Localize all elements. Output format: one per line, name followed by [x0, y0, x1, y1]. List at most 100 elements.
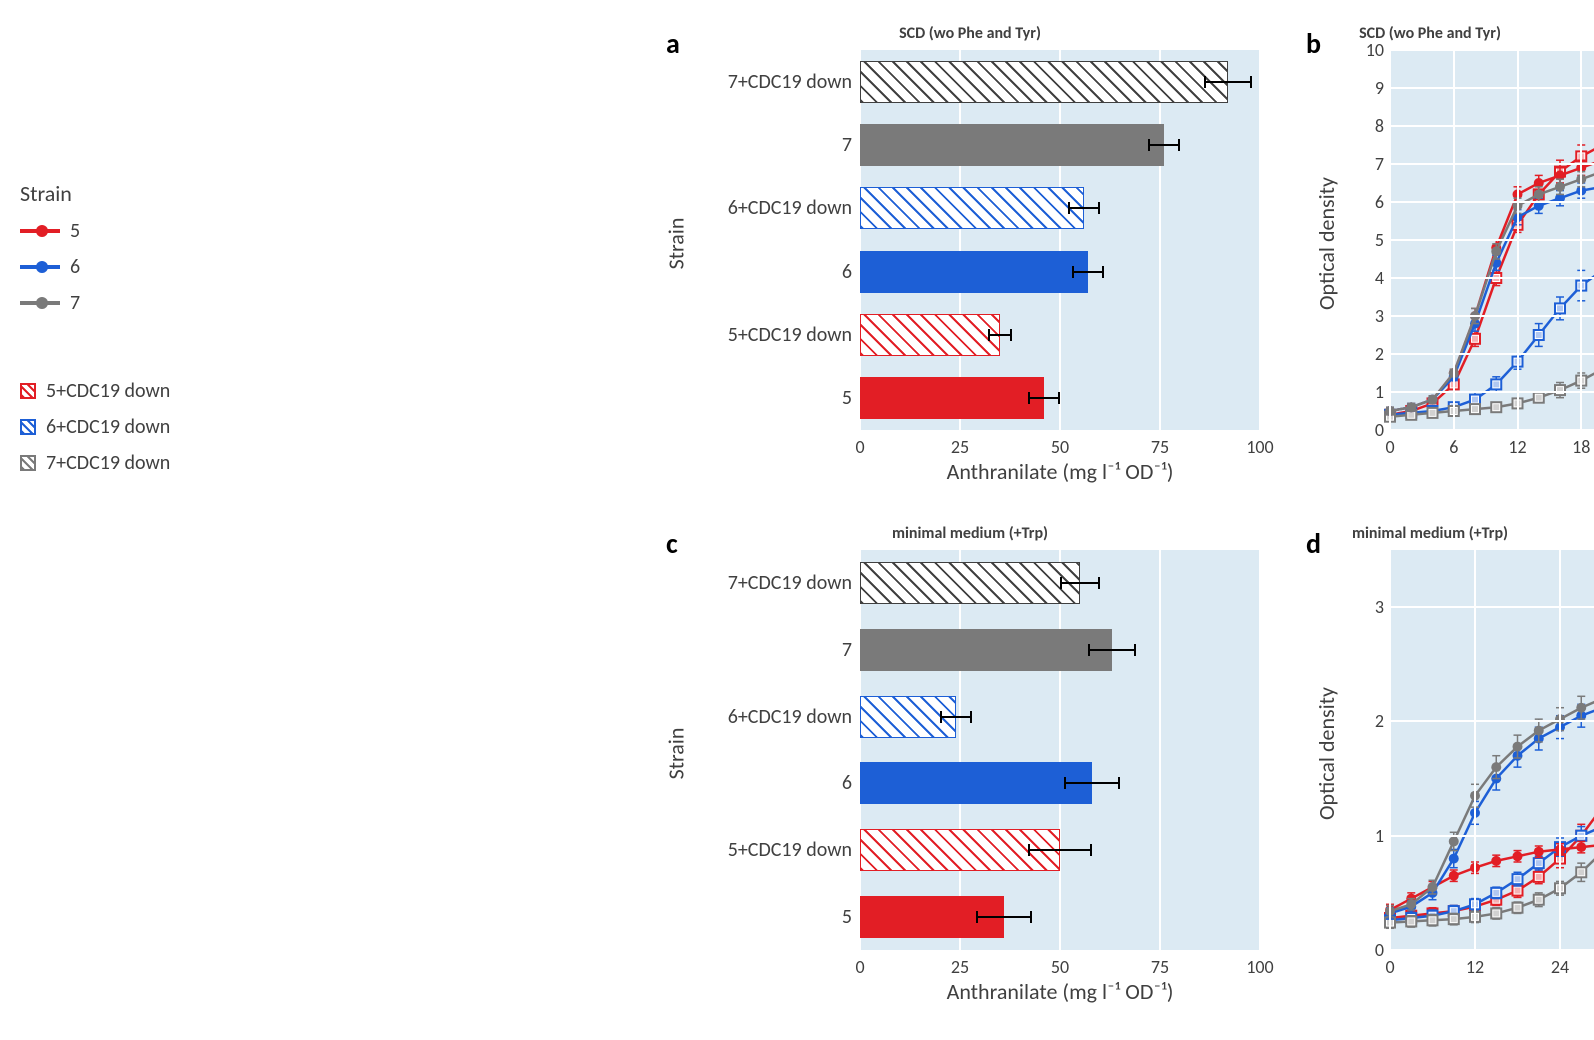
marker-circle: [1428, 395, 1438, 405]
bar: [860, 629, 1112, 671]
legend-item: 7: [20, 291, 640, 315]
y-tick-label: 2: [1356, 710, 1384, 732]
legend-title: Strain: [20, 180, 640, 207]
panel-a: a SCD (wo Phe and Tyr) Strain Anthranila…: [660, 20, 1280, 500]
y-tick-label: 3: [1356, 305, 1384, 327]
error-bar: [976, 916, 1032, 918]
panel-title: minimal medium (+Trp): [660, 524, 1280, 543]
marker-circle: [1449, 871, 1459, 881]
legend-label: 7: [70, 291, 80, 315]
y-tick-label: 8: [1356, 115, 1384, 137]
legend-label: 6: [70, 255, 80, 279]
x-tick-label: 100: [1246, 956, 1273, 978]
legend-item: 6: [20, 255, 640, 279]
y-tick-label: 3: [1356, 596, 1384, 618]
ylabel: Optical density: [1313, 687, 1340, 820]
x-tick-label: 100: [1246, 436, 1273, 458]
legend-label: 6+CDC19 down: [46, 415, 170, 439]
marker-circle: [1555, 182, 1565, 192]
error-bar: [1204, 81, 1252, 83]
marker-circle: [1513, 851, 1523, 861]
bar: [860, 562, 1080, 604]
x-tick-label: 12: [1508, 436, 1526, 458]
category-label: 5: [672, 386, 852, 410]
x-tick-label: 75: [1151, 956, 1169, 978]
series-line: [1390, 567, 1594, 918]
y-tick-label: 7: [1356, 153, 1384, 175]
x-tick-label: 24: [1551, 956, 1569, 978]
marker-circle: [1491, 762, 1501, 772]
marker-circle: [1491, 856, 1501, 866]
category-label: 5: [672, 905, 852, 929]
y-tick-label: 0: [1356, 939, 1384, 961]
error-bar: [1068, 207, 1100, 209]
y-tick-label: 0: [1356, 419, 1384, 441]
line-chart-d: [1390, 550, 1594, 950]
y-tick-label: 2: [1356, 343, 1384, 365]
panel-title: SCD (wo Phe and Tyr): [1300, 24, 1560, 43]
category-label: 7+CDC19 down: [672, 571, 852, 595]
y-tick-label: 10: [1356, 39, 1384, 61]
marker-circle: [1534, 189, 1544, 199]
legend-item: 5+CDC19 down: [20, 379, 640, 403]
bar: [860, 251, 1088, 293]
x-tick-label: 25: [951, 956, 969, 978]
marker-circle: [1576, 703, 1586, 713]
panel-b: b SCD (wo Phe and Tyr) Optical density H…: [1300, 20, 1560, 500]
category-label: 6: [672, 771, 852, 795]
error-bar: [1028, 849, 1092, 851]
x-tick-label: 12: [1466, 956, 1484, 978]
y-tick-label: 9: [1356, 77, 1384, 99]
xlabel: Hours: [1390, 978, 1594, 1005]
marker-circle: [1449, 854, 1459, 864]
bar: [860, 61, 1228, 103]
marker-circle: [1534, 847, 1544, 857]
marker-circle: [1406, 402, 1416, 412]
xlabel: Anthranilate (mg l⁻¹ OD⁻¹): [860, 458, 1260, 485]
x-tick-label: 75: [1151, 436, 1169, 458]
y-tick-label: 1: [1356, 825, 1384, 847]
x-tick-label: 50: [1051, 956, 1069, 978]
category-label: 7: [672, 133, 852, 157]
y-tick-label: 6: [1356, 191, 1384, 213]
legend-item: 6+CDC19 down: [20, 415, 640, 439]
legend: Strain 5 6 7 5+CDC19 down 6+CDC19 down 7+CDC…: [20, 20, 640, 1020]
x-tick-label: 0: [1385, 436, 1394, 458]
bar: [860, 124, 1164, 166]
category-label: 7+CDC19 down: [672, 70, 852, 94]
legend-label: 5+CDC19 down: [46, 379, 170, 403]
ylabel: Optical density: [1313, 177, 1340, 310]
y-tick-label: 4: [1356, 267, 1384, 289]
panel-title: minimal medium (+Trp): [1300, 524, 1560, 543]
error-bar: [1148, 144, 1180, 146]
legend-item: 5: [20, 219, 640, 243]
legend-item: 7+CDC19 down: [20, 451, 640, 475]
marker-circle: [1513, 742, 1523, 752]
x-tick-label: 18: [1572, 436, 1590, 458]
error-bar: [940, 716, 972, 718]
marker-circle: [1449, 836, 1459, 846]
bar-chart-a: [860, 50, 1260, 430]
y-tick-label: 5: [1356, 229, 1384, 251]
marker-circle: [1534, 726, 1544, 736]
error-bar: [1088, 649, 1136, 651]
xlabel: Anthranilate (mg l⁻¹ OD⁻¹): [860, 978, 1260, 1005]
category-label: 6+CDC19 down: [672, 705, 852, 729]
bar: [860, 377, 1044, 419]
marker-circle: [1428, 882, 1438, 892]
x-tick-label: 6: [1449, 436, 1458, 458]
panel-d: d minimal medium (+Trp) Optical density …: [1300, 520, 1560, 1020]
marker-circle: [1406, 899, 1416, 909]
x-tick-label: 0: [855, 956, 864, 978]
marker-circle: [1491, 246, 1501, 256]
error-bar: [1028, 397, 1060, 399]
panel-c: c minimal medium (+Trp) Strain Anthranil…: [660, 520, 1280, 1020]
category-label: 6+CDC19 down: [672, 196, 852, 220]
legend-label: 7+CDC19 down: [46, 451, 170, 475]
category-label: 5+CDC19 down: [672, 838, 852, 862]
line-chart-b: [1390, 50, 1594, 430]
panel-title: SCD (wo Phe and Tyr): [660, 24, 1280, 43]
x-tick-label: 0: [855, 436, 864, 458]
x-tick-label: 0: [1385, 956, 1394, 978]
category-label: 7: [672, 638, 852, 662]
